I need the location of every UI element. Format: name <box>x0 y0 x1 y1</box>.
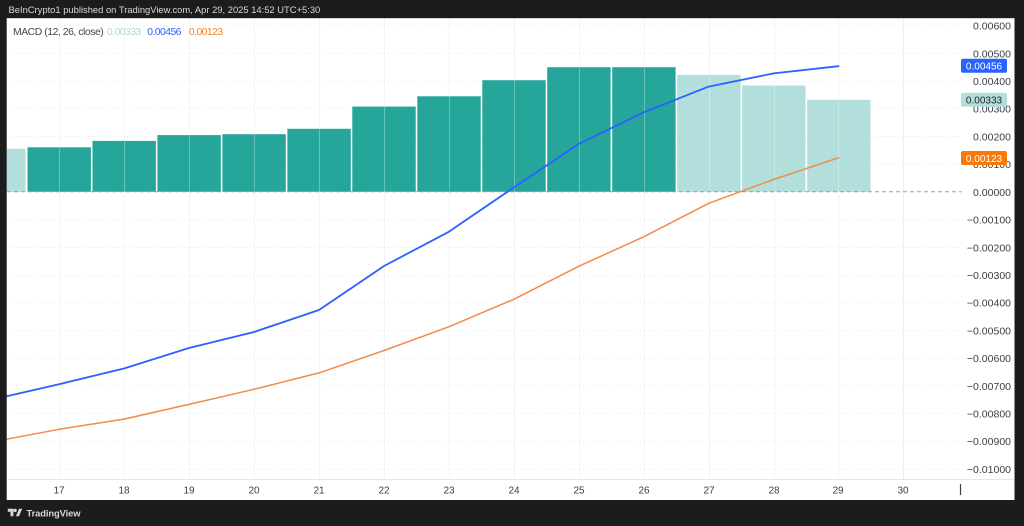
svg-text:23: 23 <box>443 486 455 497</box>
svg-text:29: 29 <box>832 486 844 497</box>
svg-text:18: 18 <box>118 486 130 497</box>
svg-text:20: 20 <box>248 486 260 497</box>
svg-text:17: 17 <box>53 486 65 497</box>
svg-text:TradingView: TradingView <box>27 507 82 518</box>
svg-text:25: 25 <box>573 486 585 497</box>
svg-text:−0.00800: −0.00800 <box>967 409 1011 421</box>
svg-text:0.00333: 0.00333 <box>107 27 141 38</box>
svg-text:MACD (12, 26, close): MACD (12, 26, close) <box>13 27 103 38</box>
svg-text:−0.00600: −0.00600 <box>967 353 1011 365</box>
svg-text:26: 26 <box>638 486 650 497</box>
svg-text:30: 30 <box>897 486 909 497</box>
svg-text:0.00600: 0.00600 <box>973 21 1011 33</box>
svg-text:−0.00100: −0.00100 <box>967 215 1011 227</box>
svg-text:22: 22 <box>378 486 390 497</box>
svg-text:0.00200: 0.00200 <box>973 131 1011 143</box>
svg-text:28: 28 <box>768 486 780 497</box>
svg-text:27: 27 <box>703 486 715 497</box>
svg-text:0.00400: 0.00400 <box>973 76 1011 88</box>
svg-text:19: 19 <box>183 486 195 497</box>
svg-text:21: 21 <box>313 486 325 497</box>
svg-text:−0.00700: −0.00700 <box>967 381 1011 393</box>
svg-text:0.00333: 0.00333 <box>966 96 1003 107</box>
svg-text:0.00456: 0.00456 <box>147 27 181 38</box>
svg-text:0.00500: 0.00500 <box>973 48 1011 60</box>
svg-text:−0.00500: −0.00500 <box>967 325 1011 337</box>
svg-text:0.00123: 0.00123 <box>966 154 1003 165</box>
svg-text:−0.00300: −0.00300 <box>967 270 1011 282</box>
svg-text:−0.00400: −0.00400 <box>967 298 1011 310</box>
svg-text:24: 24 <box>508 486 520 497</box>
svg-text:0.00000: 0.00000 <box>973 187 1011 199</box>
svg-text:−0.00900: −0.00900 <box>967 436 1011 448</box>
svg-text:BeInCrypto1 published on Tradi: BeInCrypto1 published on TradingView.com… <box>9 4 321 15</box>
svg-text:−0.00200: −0.00200 <box>967 242 1011 254</box>
svg-text:0.00456: 0.00456 <box>966 62 1003 73</box>
svg-text:−0.01000: −0.01000 <box>967 464 1011 476</box>
svg-text:0.00123: 0.00123 <box>189 27 223 38</box>
